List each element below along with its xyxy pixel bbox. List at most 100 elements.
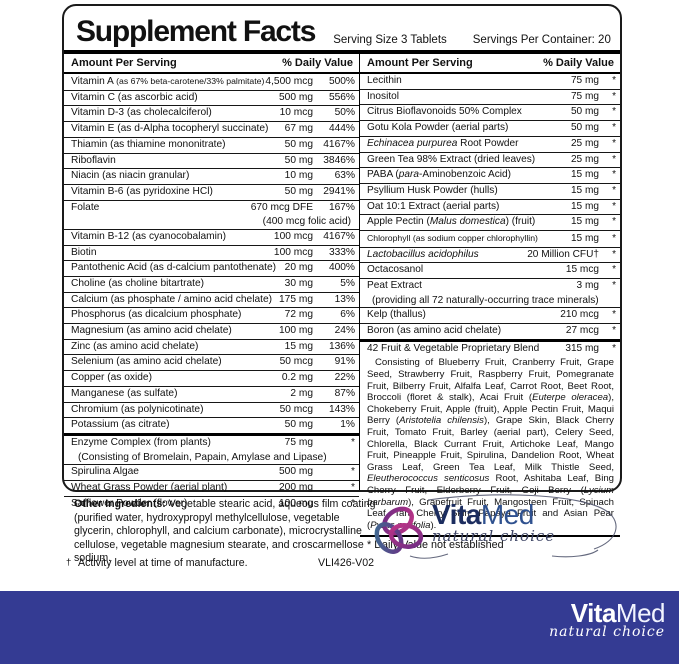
row-amount: 15 mcg xyxy=(565,264,599,276)
row-amount: 500 mg xyxy=(279,466,313,478)
text-segment: Root Powder xyxy=(457,137,519,149)
row-name: Potassium (as citrate) xyxy=(71,418,170,433)
table-row: Vitamin E (as d-Alpha tocopheryl succina… xyxy=(64,121,359,137)
table-row-line: Kelp (thallus) 210 mcg * xyxy=(360,308,620,323)
row-name: Oat 10:1 Extract (aerial parts) xyxy=(367,200,499,215)
table-row-line: Safflower Powder (flower) 100 mg * xyxy=(64,497,359,512)
row-name: Octacosanol xyxy=(367,263,423,278)
text-segment: Chlorophyll (as sodium copper chlorophyl… xyxy=(367,233,538,244)
row-name: Calcium (as phosphate / amino acid chela… xyxy=(71,293,272,308)
table-row-line: Phosphorus (as dicalcium phosphate) 72 mg… xyxy=(64,308,359,323)
text-segment: Vitamin A xyxy=(71,76,117,87)
row-amount: 10 mg xyxy=(284,170,313,182)
text-segment: 42 Fruit & Vegetable Proprietary Blend xyxy=(367,342,540,354)
text-segment: Magnesium (as amino acid chelate) xyxy=(71,325,232,337)
serving-size: Serving Size 3 Tablets xyxy=(333,34,447,46)
row-daily-value: * xyxy=(612,137,616,149)
row-amount: 50 mcg xyxy=(279,403,313,415)
supplement-facts-panel: Supplement Facts Serving Size 3 Tablets … xyxy=(62,4,622,551)
servings-per-container: Servings Per Container: 20 xyxy=(472,34,611,46)
row-name: Vitamin C (as ascorbic acid) xyxy=(71,91,198,106)
row-daily-value: 2941% xyxy=(323,185,355,197)
table-row: Niacin (as niacin granular) 10 mg 63% xyxy=(64,168,359,184)
text-segment: Vitamin C (as ascorbic acid) xyxy=(71,91,198,103)
row-amount: 210 mcg xyxy=(560,309,599,321)
right-column-header: Amount Per Serving % Daily Value xyxy=(360,54,620,74)
text-segment: Lycium barbarum xyxy=(367,484,614,508)
text-segment: Kelp (thallus) xyxy=(367,309,426,321)
row-daily-value: * xyxy=(612,342,616,354)
text-segment: Inositol xyxy=(367,90,399,102)
panel-header: Supplement Facts Serving Size 3 Tablets … xyxy=(64,6,620,54)
text-segment: Selenium (as amino acid chelate) xyxy=(71,356,222,368)
table-row: Echinacea purpurea Root Powder 25 mg * xyxy=(360,135,620,152)
row-name: Vitamin B-6 (as pyridoxine HCl) xyxy=(71,185,213,200)
row-amount: 75 mg xyxy=(284,436,313,448)
text-segment: Lactobacillus acidophilus xyxy=(367,248,479,260)
row-amount: 50 mg xyxy=(284,138,313,150)
row-amount: 10 mcg xyxy=(279,107,313,119)
row-daily-value: * xyxy=(612,153,616,165)
row-daily-value: 91% xyxy=(334,356,355,368)
logo-wordmark: VitaMed xyxy=(432,500,555,530)
row-name: Citrus Bioflavonoids 50% Complex xyxy=(367,105,522,120)
row-name: 42 Fruit & Vegetable Proprietary Blend xyxy=(367,342,539,357)
row-daily-value: 143% xyxy=(328,403,355,415)
table-row-line: 42 Fruit & Vegetable Proprietary Blend 31… xyxy=(360,342,620,357)
logo-tagline: natural choice xyxy=(549,624,665,640)
row-amount: 72 mg xyxy=(284,309,313,321)
table-row-line: Vitamin C (as ascorbic acid) 500 mg 556% xyxy=(64,91,359,106)
row-amount: 175 mg xyxy=(279,293,313,305)
row-amount: 50 mg xyxy=(284,154,313,166)
row-name: Magnesium (as amino acid chelate) xyxy=(71,324,232,339)
amount-per-serving-header: Amount Per Serving xyxy=(71,57,177,69)
row-amount: 27 mcg xyxy=(565,325,599,337)
row-name: Boron (as amino acid chelate) xyxy=(367,324,501,339)
row-daily-value: * xyxy=(351,436,355,448)
table-row: Vitamin D-3 (as cholecalciferol) 10 mcg 50… xyxy=(64,105,359,121)
row-amount: 670 mcg DFE xyxy=(250,201,313,213)
row-amount: 500 mg xyxy=(279,91,313,103)
table-row-line: Niacin (as niacin granular) 10 mg 63% xyxy=(64,169,359,184)
row-daily-value: * xyxy=(612,280,616,292)
text-segment: Oat 10:1 Extract (aerial parts) xyxy=(367,200,500,212)
row-name: Gotu Kola Powder (aerial parts) xyxy=(367,121,508,136)
row-amount: 15 mg xyxy=(570,216,599,228)
table-row-line: Oat 10:1 Extract (aerial parts) 15 mg * xyxy=(360,200,620,215)
table-row-line: Spirulina Algae 500 mg * xyxy=(64,465,359,480)
text-segment: Malus domestica xyxy=(429,216,506,228)
row-subtext: (Consisting of Bromelain, Papain, Amylas… xyxy=(78,451,327,463)
row-amount: 315 mg xyxy=(565,342,599,354)
table-row-line: Vitamin E (as d-Alpha tocopheryl succina… xyxy=(64,122,359,137)
left-col-rows: Vitamin A (as 67% beta-carotene/33% palm… xyxy=(64,74,359,511)
row-amount: 20 mg xyxy=(284,262,313,274)
row-daily-value: * xyxy=(612,248,616,260)
dagger-icon: † xyxy=(66,557,72,568)
table-row-line: Psyllium Husk Powder (hulls) 15 mg * xyxy=(360,184,620,199)
row-name: Wheat Grass Powder (aerial plant) xyxy=(71,481,227,496)
row-name: Vitamin A (as 67% beta-carotene/33% palm… xyxy=(71,74,264,90)
row-daily-value: 24% xyxy=(334,325,355,337)
table-row: Biotin 100 mcg 333% xyxy=(64,244,359,261)
table-row: Magnesium (as amino acid chelate) 100 mg 2… xyxy=(64,323,359,339)
text-segment: Boron (as amino acid chelate) xyxy=(367,325,502,337)
table-row-line: Echinacea purpurea Root Powder 25 mg * xyxy=(360,137,620,152)
row-name: Choline (as choline bitartrate) xyxy=(71,277,204,292)
row-amount: 15 mg xyxy=(570,169,599,181)
row-daily-value: * xyxy=(612,90,616,102)
other-ingredients-label: Other Ingredients: xyxy=(74,498,166,510)
table-row-line: Manganese (as sulfate) 2 mg 87% xyxy=(64,387,359,402)
row-daily-value: 6% xyxy=(340,309,355,321)
table-row-line: Magnesium (as amino acid chelate) 100 mg 2… xyxy=(64,324,359,339)
row-name: Riboflavin xyxy=(71,154,116,169)
table-row: Lactobacillus acidophilus 20 Million CFU†… xyxy=(360,246,620,263)
table-row-line: Apple Pectin (Malus domestica) (fruit) 15… xyxy=(360,215,620,230)
row-daily-value: * xyxy=(612,216,616,228)
row-daily-value: * xyxy=(351,497,355,509)
logo-med: Med xyxy=(480,499,534,530)
text-segment: Aristotelia chilensis xyxy=(399,415,484,427)
text-segment: Folate xyxy=(71,201,100,213)
text-segment: Wheat Grass Powder (aerial plant) xyxy=(71,481,228,493)
table-row-line: Pantothenic Acid (as d-calcium pantothen… xyxy=(64,261,359,276)
table-row-line: Inositol 75 mg * xyxy=(360,90,620,105)
